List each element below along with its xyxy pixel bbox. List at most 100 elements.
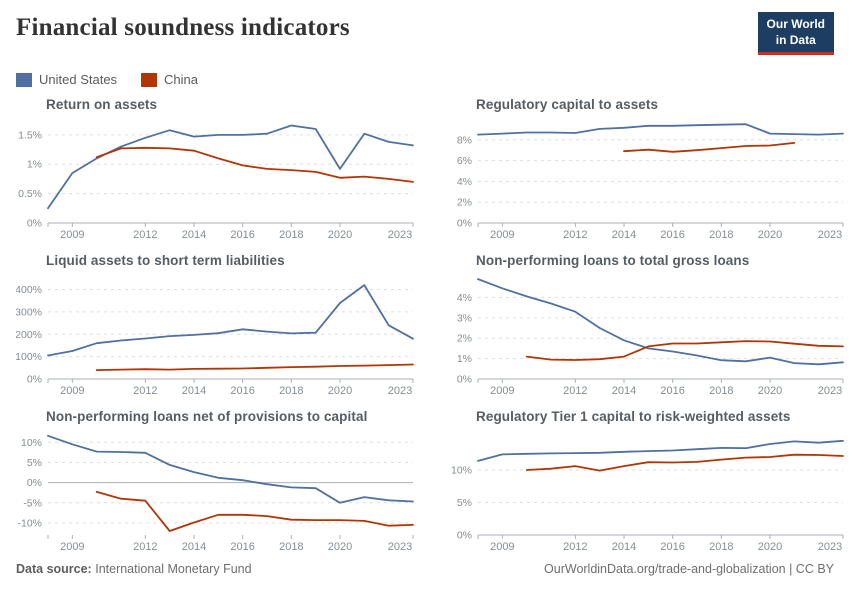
chart-title: Liquid assets to short term liabilities <box>46 253 285 269</box>
svg-text:2016: 2016 <box>230 229 254 241</box>
legend-item-united-states[interactable]: United States <box>16 72 117 87</box>
svg-text:8%: 8% <box>457 134 472 146</box>
svg-text:2023: 2023 <box>388 385 412 397</box>
svg-text:2014: 2014 <box>612 541 636 553</box>
svg-text:2012: 2012 <box>133 385 157 397</box>
legend-label-china: China <box>164 72 199 88</box>
chart-regulatory-capital-to-assets: Regulatory capital to assets 0% 2% 4% 6% 8% 2… <box>446 97 850 244</box>
svg-text:2020: 2020 <box>758 541 782 553</box>
legend-swatch-china <box>141 72 158 87</box>
chart-return-on-assets: Return on assets 0% 0.5% 1% 1.5% 2009 2012 201… <box>16 97 420 244</box>
chart-tier-1-capital-to-risk-weighted-assets: Regulatory Tier 1 capital to risk-weight… <box>446 409 850 556</box>
svg-text:2018: 2018 <box>279 385 303 397</box>
legend-label-united-states: United States <box>39 72 118 88</box>
svg-text:5%: 5% <box>27 457 42 469</box>
svg-text:2016: 2016 <box>660 229 684 241</box>
svg-text:2020: 2020 <box>328 541 352 553</box>
header: Financial soundness indicators Our World… <box>16 12 834 56</box>
chart-plot[interactable]: -10% -5% 0% 5% 10% 2009 2012 2014 2016 2018 2020 20… <box>16 426 420 556</box>
svg-text:6%: 6% <box>457 155 472 167</box>
chart-liquid-assets-to-short-term-liabilities: Liquid assets to short term liabilities … <box>16 253 420 400</box>
svg-text:2018: 2018 <box>279 229 303 241</box>
svg-text:2023: 2023 <box>388 541 412 553</box>
svg-text:0%: 0% <box>27 218 42 230</box>
svg-text:4%: 4% <box>457 292 472 304</box>
owid-logo-line1: Our World <box>766 17 825 31</box>
svg-text:2018: 2018 <box>709 229 733 241</box>
svg-text:2009: 2009 <box>490 229 514 241</box>
chart-plot[interactable]: 0% 1% 2% 3% 4% 2009 2012 2014 2016 2018 2020 2023 <box>446 270 850 400</box>
svg-text:2023: 2023 <box>388 229 412 241</box>
legend-swatch-united-states <box>16 72 32 87</box>
svg-text:0.5%: 0.5% <box>18 188 42 200</box>
svg-text:200%: 200% <box>16 329 42 341</box>
chart-title: Non-performing loans to total gross loan… <box>476 253 750 269</box>
charts-grid: Return on assets 0% 0.5% 1% 1.5% 2009 2012 201… <box>16 97 844 556</box>
svg-text:2016: 2016 <box>230 541 254 553</box>
svg-text:400%: 400% <box>16 284 42 296</box>
svg-text:2014: 2014 <box>612 385 636 397</box>
svg-text:2016: 2016 <box>660 541 684 553</box>
chart-non-performing-loans-net-of-provisions-to-capital: Non-performing loans net of provisions t… <box>16 409 420 556</box>
svg-text:2020: 2020 <box>328 385 352 397</box>
svg-text:2023: 2023 <box>818 385 842 397</box>
svg-text:2014: 2014 <box>182 229 206 241</box>
svg-text:2012: 2012 <box>563 541 587 553</box>
legend-item-china[interactable]: China <box>141 72 198 87</box>
svg-text:2009: 2009 <box>60 541 84 553</box>
chart-non-performing-loans-to-total-gross-loans: Non-performing loans to total gross loan… <box>446 253 850 400</box>
svg-text:2009: 2009 <box>60 385 84 397</box>
chart-plot[interactable]: 0% 0.5% 1% 1.5% 2009 2012 2014 2016 2018 2020 2023 <box>16 114 420 244</box>
svg-text:2023: 2023 <box>818 541 842 553</box>
svg-text:2012: 2012 <box>563 229 587 241</box>
data-source: Data source: International Monetary Fund <box>16 562 252 576</box>
svg-text:2020: 2020 <box>758 229 782 241</box>
svg-text:2018: 2018 <box>709 385 733 397</box>
svg-text:2009: 2009 <box>490 385 514 397</box>
svg-text:2020: 2020 <box>758 385 782 397</box>
svg-text:5%: 5% <box>457 497 472 509</box>
svg-text:2023: 2023 <box>818 229 842 241</box>
svg-text:10%: 10% <box>21 437 42 449</box>
svg-text:1%: 1% <box>457 353 472 365</box>
svg-text:2012: 2012 <box>133 541 157 553</box>
legend: United States China <box>16 72 834 87</box>
footer: Data source: International Monetary Fund… <box>16 562 834 576</box>
svg-text:2009: 2009 <box>490 541 514 553</box>
footer-link[interactable]: OurWorldinData.org/trade-and-globalizati… <box>544 562 834 576</box>
chart-title: Regulatory Tier 1 capital to risk-weight… <box>476 409 791 425</box>
svg-text:2014: 2014 <box>612 229 636 241</box>
svg-text:2014: 2014 <box>182 541 206 553</box>
chart-plot[interactable]: 0% 2% 4% 6% 8% 2009 2012 2014 2016 2018 2020 2023 <box>446 114 850 244</box>
svg-text:2%: 2% <box>457 333 472 345</box>
svg-text:300%: 300% <box>16 307 42 319</box>
chart-plot[interactable]: 0% 100% 200% 300% 400% 2009 2012 2014 2016 2018 20… <box>16 270 420 400</box>
svg-text:2018: 2018 <box>279 541 303 553</box>
svg-text:2020: 2020 <box>328 229 352 241</box>
chart-plot[interactable]: 0% 5% 10% 2009 2012 2014 2016 2018 2020 2023 <box>446 426 850 556</box>
chart-title: Non-performing loans net of provisions t… <box>46 409 368 425</box>
chart-title: Return on assets <box>46 97 158 113</box>
svg-text:10%: 10% <box>451 465 472 477</box>
svg-text:2016: 2016 <box>230 385 254 397</box>
svg-text:0%: 0% <box>457 218 472 230</box>
svg-text:2014: 2014 <box>182 385 206 397</box>
svg-text:-10%: -10% <box>17 518 42 530</box>
data-source-value[interactable]: International Monetary Fund <box>95 562 252 576</box>
svg-text:4%: 4% <box>457 176 472 188</box>
svg-text:0%: 0% <box>457 530 472 542</box>
svg-text:100%: 100% <box>16 351 42 363</box>
svg-text:0%: 0% <box>27 477 42 489</box>
svg-text:2009: 2009 <box>60 229 84 241</box>
svg-text:0%: 0% <box>457 374 472 386</box>
svg-text:0%: 0% <box>27 374 42 386</box>
svg-text:2%: 2% <box>457 197 472 209</box>
data-source-label: Data source: <box>16 562 92 576</box>
owid-logo: Our World in Data <box>757 12 834 56</box>
svg-text:3%: 3% <box>457 313 472 325</box>
owid-logo-line2: in Data <box>775 32 816 47</box>
svg-text:2012: 2012 <box>563 385 587 397</box>
svg-text:2018: 2018 <box>709 541 733 553</box>
svg-text:2012: 2012 <box>133 229 157 241</box>
